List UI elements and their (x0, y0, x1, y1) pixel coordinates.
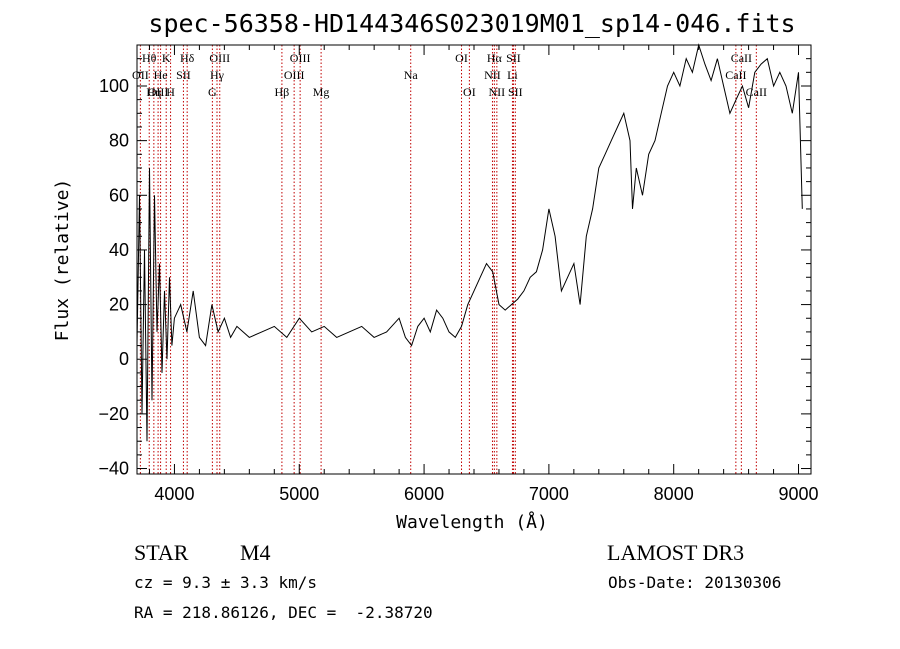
chart-title: spec-56358-HD144346S023019M01_sp14-046.f… (148, 9, 795, 38)
x-tick-label: 4000 (154, 484, 194, 504)
x-tick-label: 5000 (279, 484, 319, 504)
spectral-line-label: OIII (148, 85, 169, 99)
spectral-line-label: CaII (746, 85, 767, 99)
redshift-cz: cz = 9.3 ± 3.3 km/s (134, 573, 318, 592)
y-tick-label: 20 (109, 295, 129, 315)
spectral-line-label: CaII (731, 51, 752, 65)
x-tick-label: 8000 (654, 484, 694, 504)
spectral-line-label: G (208, 85, 217, 99)
object-class: STAR (134, 540, 189, 565)
plot-frame (136, 44, 812, 475)
spectral-line-label: NII (489, 85, 506, 99)
spectral-line-label: OIII (209, 51, 230, 65)
spectral-line-label: OII (132, 68, 149, 82)
spectral-line-label: Mg (313, 85, 330, 99)
spectral-line-label: Hβ (275, 85, 290, 99)
y-tick-label: 60 (109, 185, 129, 205)
spectral-line-label: Hη (146, 85, 161, 99)
spectral-line-label: Na (404, 68, 419, 82)
observation-date: Obs-Date: 20130306 (608, 573, 782, 592)
coordinates: RA = 218.86126, DEC = -2.38720 (134, 603, 433, 622)
x-axis-ticks: 4000 5000 6000 7000 8000 9000 (148, 45, 819, 504)
spectral-line-label: SII (508, 85, 523, 99)
spectrum-series-line (136, 43, 803, 442)
survey-name: LAMOST DR3 (607, 540, 745, 565)
spectral-line-label: SII (176, 68, 191, 82)
spectral-line-label: OIII (290, 51, 311, 65)
object-subclass: M4 (240, 540, 271, 565)
y-axis-label: Flux (relative) (52, 179, 73, 342)
spectral-line-label: Hα (487, 51, 503, 65)
y-axis-ticks: −40 −20 0 20 40 60 80 100 (98, 58, 811, 479)
y-tick-label: 100 (99, 76, 129, 96)
y-tick-label: −40 (98, 459, 129, 479)
spectral-line-label: SII (506, 51, 521, 65)
spectral-line-label: OI (455, 51, 468, 65)
spectral-line-label: Hγ (210, 68, 225, 82)
spectral-line-label: CaII (725, 68, 746, 82)
spectral-line-label: NII (484, 68, 501, 82)
spectral-line-label: OI (463, 85, 476, 99)
y-tick-label: 40 (109, 240, 129, 260)
y-tick-label: 80 (109, 131, 129, 151)
spectral-line-label: Li (507, 68, 518, 82)
spectral-line-label: Hδ (180, 51, 195, 65)
x-axis-label: Wavelength (Å) (396, 511, 548, 533)
spectral-line-markers (139, 45, 757, 474)
spectral-line-label: He (154, 68, 168, 82)
y-tick-label: 0 (119, 349, 129, 369)
x-tick-label: 9000 (778, 484, 818, 504)
y-tick-label: −20 (98, 404, 129, 424)
spectral-line-label: OIII (284, 68, 305, 82)
x-tick-label: 7000 (529, 484, 569, 504)
x-tick-label: 6000 (404, 484, 444, 504)
spectral-line-label: H (166, 85, 175, 99)
spectral-line-label: K (162, 51, 171, 65)
spectral-line-label: Hθ (142, 51, 157, 65)
